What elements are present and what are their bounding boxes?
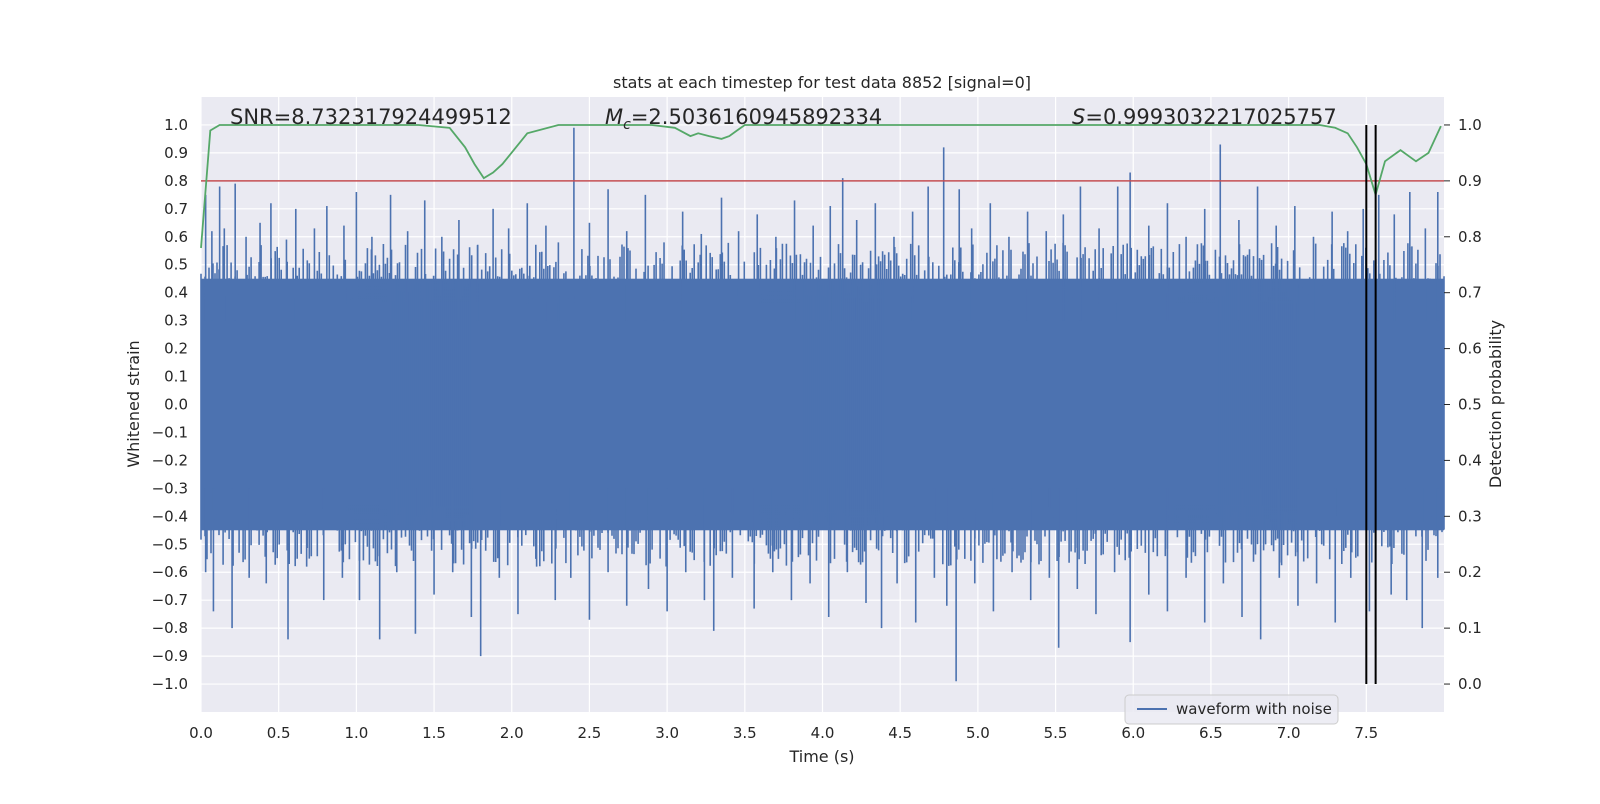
y-tick-label: 1.0 <box>164 116 188 134</box>
y2-tick-label: 0.4 <box>1458 451 1482 469</box>
x-tick-label: 5.5 <box>1044 724 1068 742</box>
s-annotation: S=0.9993032217025757 <box>1072 105 1337 129</box>
y-tick-label: −0.2 <box>152 451 188 469</box>
y-axis-label: Whitened strain <box>124 340 143 467</box>
legend-box <box>1124 694 1339 725</box>
chirp-mass-value: =2.5036160945892334 <box>631 105 882 129</box>
chart-title: stats at each timestep for test data 885… <box>613 73 1031 92</box>
y2-tick-label: 0.2 <box>1458 563 1482 581</box>
y-tick-label: 0.9 <box>164 144 188 162</box>
x-tick-label: 1.5 <box>422 724 446 742</box>
chirp-mass-subscript: c <box>623 117 631 133</box>
x-tick-label: 2.5 <box>578 724 602 742</box>
chirp-mass-annotation: Mc=2.5036160945892334 <box>605 105 882 133</box>
x-tick-label: 2.0 <box>500 724 524 742</box>
ticks: 0.0 0.5 1.0 1.5 2.0 2.5 3.0 3.5 4.0 4.5 5.0 5.5 6.0 6… <box>152 116 1482 742</box>
y-tick-label: −0.8 <box>152 619 188 637</box>
y-tick-label: 0.0 <box>164 396 188 414</box>
y-tick-label: −0.3 <box>152 479 188 497</box>
legend: waveform with noise <box>1124 694 1339 725</box>
y2-tick-label: 0.0 <box>1458 675 1482 693</box>
detection-probability-line <box>200 124 1442 249</box>
x-tick-label: 0.0 <box>189 724 213 742</box>
y2-tick-label: 0.9 <box>1458 172 1482 190</box>
y2-axis-label: Detection probability <box>1486 320 1505 488</box>
y-tick-label: −0.7 <box>152 591 188 609</box>
x-tick-label: 1.0 <box>344 724 368 742</box>
y2-tick-label: 0.6 <box>1458 340 1482 358</box>
s-value: =0.9993032217025757 <box>1085 105 1336 129</box>
y2-tick-label: 0.3 <box>1458 507 1482 525</box>
waveform-series <box>200 127 1445 682</box>
y2-tick-label: 0.1 <box>1458 619 1482 637</box>
x-tick-label: 6.5 <box>1199 724 1223 742</box>
y-tick-label: 0.3 <box>164 312 188 330</box>
y-tick-label: 0.5 <box>164 256 188 274</box>
x-tick-label: 4.0 <box>811 724 835 742</box>
y-tick-label: −0.4 <box>152 507 188 525</box>
x-tick-label: 6.0 <box>1121 724 1145 742</box>
x-tick-label: 5.0 <box>966 724 990 742</box>
legend-label-waveform: waveform with noise <box>1176 700 1332 718</box>
y2-tick-label: 0.8 <box>1458 228 1482 246</box>
s-symbol: S <box>1072 105 1085 129</box>
x-tick-label: 3.0 <box>655 724 679 742</box>
y-tick-label: 0.2 <box>164 340 188 358</box>
x-tick-label: 7.0 <box>1277 724 1301 742</box>
y-tick-label: 0.8 <box>164 172 188 190</box>
snr-annotation: SNR=8.732317924499512 <box>230 105 512 129</box>
probability-series <box>200 124 1444 685</box>
chirp-mass-symbol: M <box>605 105 623 129</box>
y-tick-label: −0.9 <box>152 647 188 665</box>
y-tick-label: 0.4 <box>164 284 188 302</box>
y2-tick-label: 1.0 <box>1458 116 1482 134</box>
y-tick-label: 0.1 <box>164 368 188 386</box>
y-tick-label: 0.6 <box>164 228 188 246</box>
x-tick-label: 0.5 <box>267 724 291 742</box>
x-tick-label: 4.5 <box>888 724 912 742</box>
x-tick-label: 3.5 <box>733 724 757 742</box>
waveform-noise-trace <box>200 242 1445 567</box>
y-tick-label: −0.5 <box>152 535 188 553</box>
x-axis-label: Time (s) <box>788 747 854 766</box>
y-tick-label: −1.0 <box>152 675 188 693</box>
x-tick-label: 7.5 <box>1354 724 1378 742</box>
y-tick-label: −0.1 <box>152 423 188 441</box>
y2-tick-label: 0.5 <box>1458 396 1482 414</box>
y2-tick-label: 0.7 <box>1458 284 1482 302</box>
y-tick-label: −0.6 <box>152 563 188 581</box>
y-tick-label: 0.7 <box>164 200 188 218</box>
